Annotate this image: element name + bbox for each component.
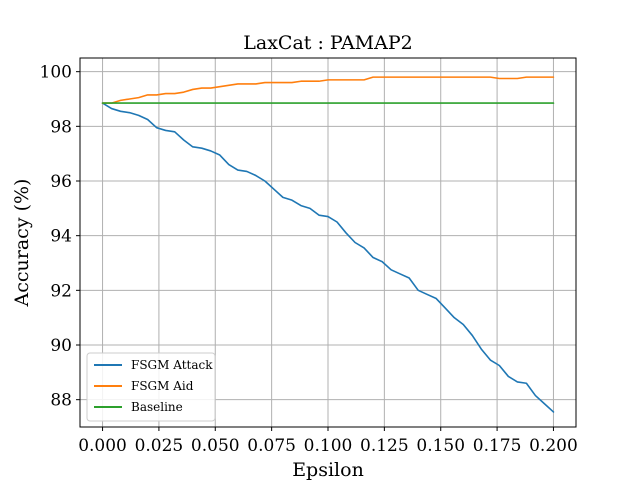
x-tick-label: 0.200	[529, 436, 578, 456]
y-tick-label: 96	[50, 172, 72, 192]
x-tick-label: 0.050	[191, 436, 240, 456]
chart-title: LaxCat : PAMAP2	[243, 32, 412, 54]
y-tick-label: 92	[50, 281, 72, 301]
x-tick-label: 0.150	[416, 436, 465, 456]
x-tick-label: 0.125	[360, 436, 409, 456]
legend-label-fsgm-attack: FSGM Attack	[131, 358, 213, 372]
legend-label-fsgm-aid: FSGM Aid	[131, 379, 194, 393]
x-tick-label: 0.075	[247, 436, 296, 456]
series-line-fsgm-attack	[101, 102, 555, 413]
grid	[80, 58, 576, 427]
y-tick-label: 90	[50, 336, 72, 356]
y-tick-label: 94	[50, 227, 72, 247]
x-tick-label: 0.025	[135, 436, 184, 456]
x-tick-label: 0.100	[304, 436, 353, 456]
legend-box	[86, 352, 216, 422]
series-line-fsgm-aid	[101, 76, 555, 104]
series-lines	[101, 76, 555, 413]
axis-ticks: 0.000 0.025 0.050 0.075 0.100 0.125 0.150 0.175…	[40, 63, 578, 456]
legend: FSGM Attack FSGM Aid Baseline	[86, 352, 216, 422]
legend-label-baseline: Baseline	[131, 400, 183, 414]
x-tick-label: 0.000	[78, 436, 127, 456]
y-tick-label: 100	[40, 63, 72, 83]
x-axis-label: Epsilon	[292, 459, 364, 480]
y-axis-label: Accuracy (%)	[11, 179, 33, 308]
x-tick-label: 0.175	[473, 436, 522, 456]
y-tick-label: 98	[50, 117, 72, 137]
y-tick-label: 88	[50, 391, 72, 411]
